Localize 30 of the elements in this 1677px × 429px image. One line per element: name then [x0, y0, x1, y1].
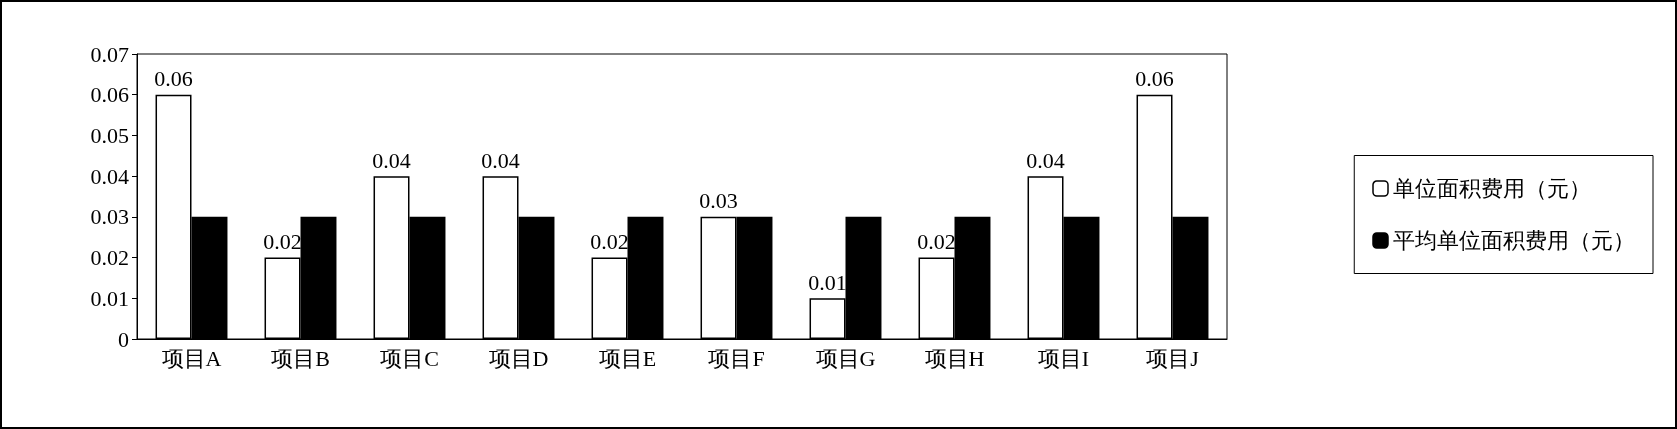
legend-label: 单位面积费用（元）: [1393, 176, 1591, 201]
x-tick-label: 项目J: [1146, 345, 1200, 371]
data-label: 0.01: [808, 269, 847, 295]
x-tick-label: 项目H: [924, 345, 985, 371]
y-tick-label: 0: [118, 326, 129, 352]
x-tick-label: 项目G: [815, 345, 876, 371]
x-tick-label: 项目A: [161, 345, 222, 371]
data-label: 0.04: [372, 147, 411, 173]
x-tick-label: 项目B: [271, 345, 330, 371]
y-tick-label: 0.06: [90, 82, 129, 108]
y-tick-label: 0.01: [90, 285, 129, 311]
x-tick-label: 项目D: [488, 345, 549, 371]
data-label: 0.06: [1135, 66, 1174, 92]
data-label: 0.02: [263, 229, 302, 255]
data-label: 0.06: [154, 66, 193, 92]
y-tick-label: 0.04: [90, 163, 129, 189]
data-label: 0.04: [1026, 147, 1065, 173]
data-label: 0.02: [590, 229, 629, 255]
data-label: 0.03: [699, 188, 738, 214]
y-tick-label: 0.07: [90, 41, 129, 67]
x-tick-label: 项目E: [598, 345, 657, 371]
y-tick-label: 0.02: [90, 245, 129, 271]
y-tick-label: 0.03: [90, 204, 129, 230]
legend-label: 平均单位面积费用（元）: [1393, 228, 1635, 253]
x-tick-label: 项目C: [380, 345, 439, 371]
x-tick-label: 项目F: [708, 345, 765, 371]
data-label: 0.04: [481, 147, 520, 173]
y-tick-label: 0.05: [90, 122, 129, 148]
x-tick-label: 项目I: [1037, 345, 1090, 371]
data-label: 0.02: [917, 229, 956, 255]
